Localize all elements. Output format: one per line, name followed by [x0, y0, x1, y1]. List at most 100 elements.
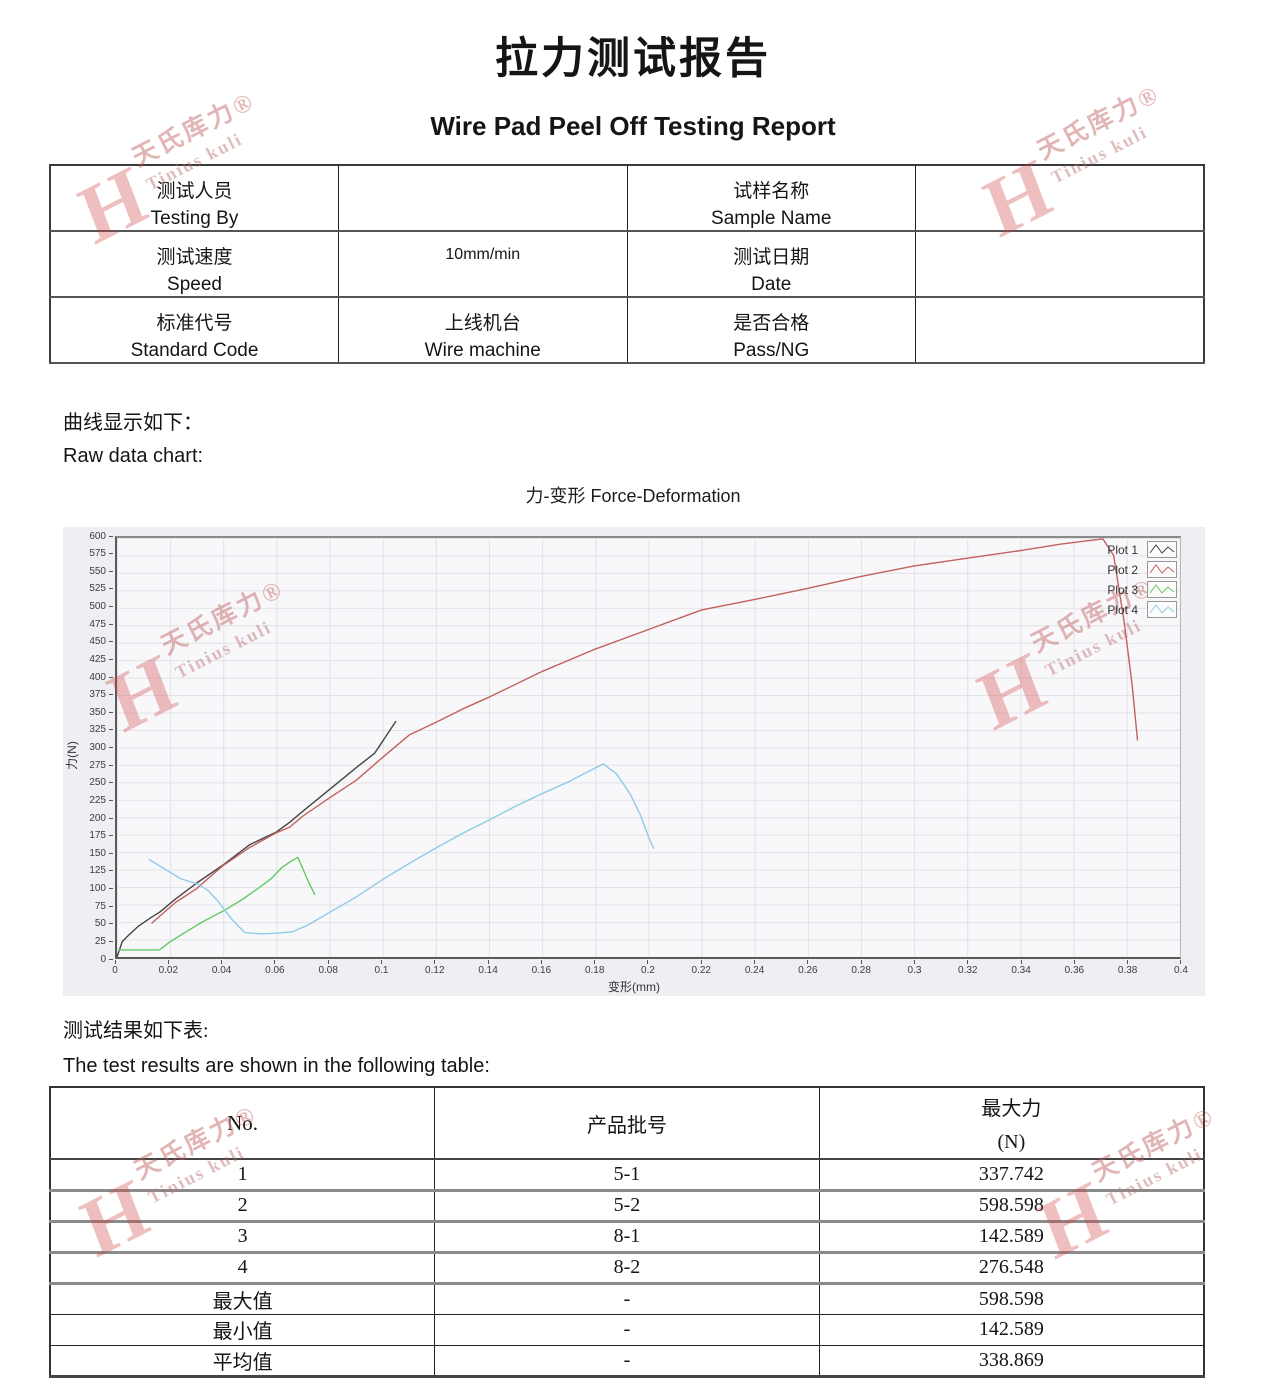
x-tick-mark	[860, 960, 862, 964]
curve-plot-3	[118, 857, 315, 950]
chart-x-axis-label: 变形(mm)	[608, 980, 660, 994]
info-cell-label-cn: 上线机台	[444, 313, 521, 334]
legend-label: Plot 1	[1107, 542, 1138, 557]
info-cell-value: 10mm/min	[445, 246, 521, 263]
info-cell-label-cn: 测试日期	[733, 247, 810, 268]
legend-entry: Plot 4	[1107, 601, 1177, 618]
x-tick-mark	[380, 960, 382, 964]
x-tick-mark	[487, 960, 489, 964]
x-tick-mark	[913, 960, 915, 964]
result-max-force-cell: 142.589	[818, 1313, 1205, 1346]
result-max-force-cell: 598.598	[818, 1189, 1205, 1223]
x-tick-label: 0.2	[641, 965, 655, 976]
x-tick-label: 0	[112, 965, 118, 976]
info-cell-label-en: Date	[751, 274, 792, 295]
info-table-cell: 测试人员 Testing By	[49, 164, 339, 232]
chart-x-ticks: 0 0.02 0.04 0.06 0.08 0.1 0.12 0.14 0.16 0.18 0.2 0…	[112, 960, 1188, 980]
results-table-body: 1 5-1 337.742 2 5-2 598.598 3 8-1 142.589 4 8-2 276…	[49, 1158, 1205, 1378]
x-tick-label: 0.14	[478, 965, 498, 976]
chart-plot-area: H 天氏库力® Tinius kuli H 天氏库力® Tinius kuli Plot …	[97, 536, 1181, 959]
x-tick-mark	[754, 960, 756, 964]
x-tick-mark	[1180, 960, 1182, 964]
legend-entry: Plot 1	[1107, 541, 1177, 558]
results-header-batch: 产品批号	[434, 1086, 820, 1160]
result-no-cell: 1	[49, 1158, 436, 1192]
info-cell-label-en: Wire machine	[424, 340, 541, 361]
x-tick-label: 0.06	[265, 965, 285, 976]
info-table-cell	[338, 164, 628, 232]
results-section-label-en: The test results are shown in the follow…	[63, 1055, 490, 1077]
result-batch-cell: -	[434, 1282, 820, 1315]
report-title-en: Wire Pad Peel Off Testing Report	[430, 111, 836, 141]
force-deformation-chart: 力(N) 600 575 550 525 500 475 450 425 400 375 350 32…	[63, 527, 1205, 996]
x-tick-label: 0.1	[374, 965, 389, 976]
legend-label: Plot 4	[1107, 602, 1138, 617]
result-no-cell: 4	[49, 1251, 436, 1285]
info-table-body: 测试人员 Testing By 试样名称 Sample Name 测试速度 Speed 10…	[49, 164, 1205, 364]
chart-title: 力-变形 Force-Deformation	[525, 486, 741, 506]
curve-section-label-cn: 曲线显示如下：	[63, 412, 203, 434]
info-table-cell: 试样名称 Sample Name	[626, 164, 916, 232]
legend-swatch	[1147, 601, 1177, 618]
legend-swatch	[1147, 561, 1177, 578]
result-batch-cell: -	[434, 1344, 820, 1378]
report-title-cn: 拉力测试报告	[495, 36, 771, 83]
x-tick-label: 0.26	[798, 965, 818, 976]
result-no-cell: 最小值	[49, 1313, 436, 1346]
x-tick-label: 0.22	[691, 965, 711, 976]
results-header-no: No.	[49, 1086, 436, 1160]
x-tick-label: 0.12	[425, 965, 445, 976]
results-header-no-label: No.	[227, 1110, 259, 1135]
x-tick-mark	[167, 960, 169, 964]
info-cell-label-cn: 测试人员	[156, 181, 233, 202]
results-table-row: 3 8-1 142.589	[49, 1220, 1205, 1254]
x-tick-label: 0.32	[958, 965, 978, 976]
result-no-cell: 最大值	[49, 1282, 436, 1315]
result-batch-cell: 8-2	[434, 1251, 820, 1285]
result-no-cell: 3	[49, 1220, 436, 1254]
results-table-row: 4 8-2 276.548	[49, 1251, 1205, 1285]
x-tick-mark	[807, 960, 809, 964]
x-tick-label: 0.08	[318, 965, 338, 976]
x-tick-label: 0.38	[1117, 965, 1138, 976]
info-table: 测试人员 Testing By 试样名称 Sample Name 测试速度 Speed 10…	[49, 164, 1205, 364]
legend-line-sample	[1149, 604, 1175, 614]
result-max-force-cell: 598.598	[818, 1282, 1205, 1315]
results-table-row: 平均值 -338.869	[49, 1344, 1205, 1378]
x-tick-mark	[967, 960, 969, 964]
result-max-force-cell: 338.869	[818, 1344, 1205, 1378]
result-max-force-cell: 276.548	[818, 1251, 1205, 1285]
x-tick-mark	[114, 960, 116, 964]
info-table-row: 标准代号 Standard Code 上线机台 Wire machine 是否合格 Pas…	[49, 296, 1205, 364]
legend-label: Plot 3	[1107, 582, 1138, 597]
info-table-cell	[915, 296, 1205, 364]
info-cell-label-cn: 试样名称	[733, 181, 810, 202]
legend-entry: Plot 2	[1107, 561, 1177, 578]
info-table-cell: 是否合格 Pass/NG	[626, 296, 916, 364]
x-tick-label: 0.02	[158, 965, 179, 976]
info-cell-label-en: Standard Code	[130, 340, 259, 361]
legend-line-sample	[1149, 584, 1175, 594]
x-tick-mark	[274, 960, 276, 964]
x-tick-mark	[594, 960, 596, 964]
x-tick-mark	[434, 960, 436, 964]
results-header-max: 最大力 (N)	[818, 1086, 1205, 1160]
results-header-row: No. 产品批号 最大力 (N)	[49, 1086, 1205, 1160]
legend-label: Plot 2	[1107, 562, 1138, 577]
info-cell-label-cn: 是否合格	[733, 313, 810, 334]
x-tick-label: 0.36	[1064, 965, 1085, 976]
result-batch-cell: 5-2	[434, 1189, 820, 1223]
legend-line-sample-icon	[1149, 584, 1175, 594]
info-cell-label-en: Sample Name	[711, 208, 832, 229]
info-table-cell: 标准代号 Standard Code	[49, 296, 339, 364]
result-max-force-cell: 337.742	[818, 1158, 1205, 1192]
x-tick-mark	[540, 960, 542, 964]
result-batch-cell: 8-1	[434, 1220, 820, 1254]
x-tick-label: 0.4	[1173, 965, 1188, 976]
info-table-cell: 10mm/min	[338, 230, 628, 298]
curve-plot-1	[117, 721, 396, 957]
results-table: No. 产品批号 最大力 (N) 1 5-1 337.742 2 5-2 598.598 3…	[49, 1086, 1205, 1378]
results-table-head: No. 产品批号 最大力 (N)	[49, 1086, 1205, 1160]
chart-y-ticks: 600 575 550 525 500 475 450 425 400 375 350 325 300 2…	[89, 530, 106, 965]
x-tick-mark	[327, 960, 329, 964]
